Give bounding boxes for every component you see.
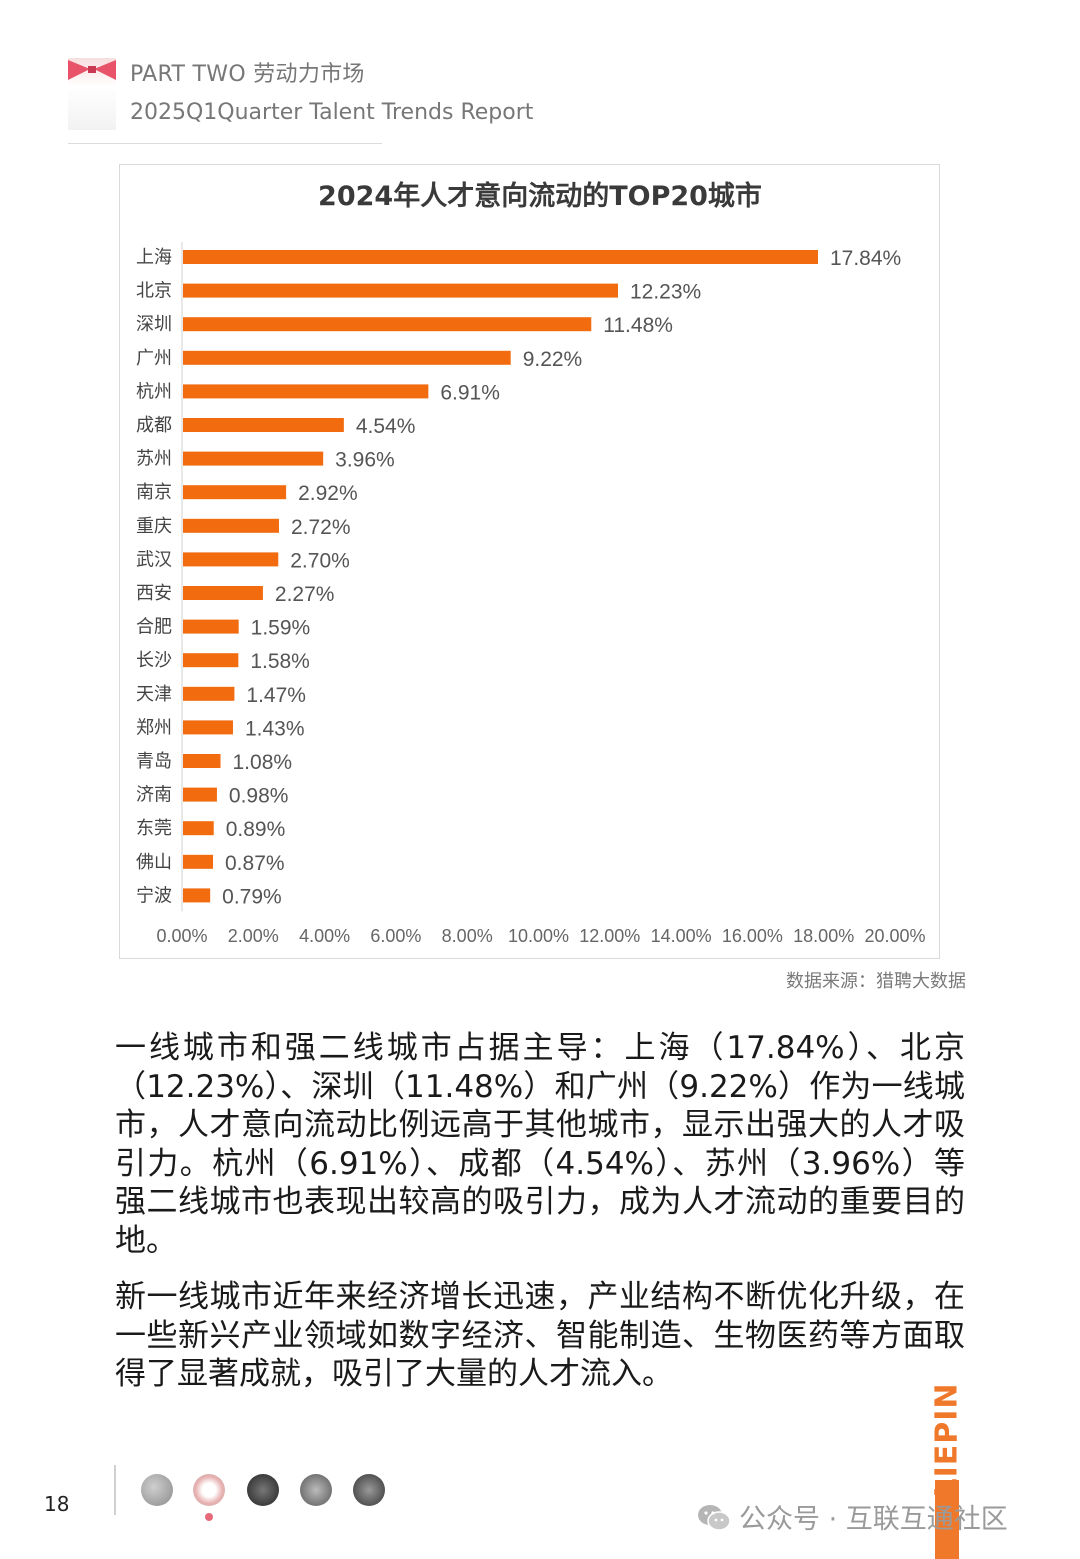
x-tick-label: 12.00%	[579, 926, 640, 946]
bowtie-icon	[68, 60, 116, 80]
bar-chart: 上海 17.84% 北京 12.23% 深圳 11.48% 广州 9.22% 杭州 6.91% 成都…	[136, 242, 926, 946]
data-label: 9.22%	[523, 348, 583, 371]
wechat-icon	[698, 1505, 731, 1531]
nav-thumb-2[interactable]	[193, 1474, 225, 1506]
report-title: 2025Q1Quarter Talent Trends Report	[130, 100, 534, 125]
data-label: 3.96%	[335, 449, 395, 472]
data-label: 1.43%	[245, 717, 305, 740]
data-label: 17.84%	[830, 247, 901, 270]
x-tick-label: 16.00%	[722, 926, 783, 946]
data-label: 0.79%	[222, 885, 282, 908]
data-label: 2.72%	[291, 516, 351, 539]
data-label: 2.92%	[298, 482, 358, 505]
bar	[183, 787, 217, 802]
header-thumbnail	[68, 58, 116, 130]
brand-logo: LIEPIN	[929, 1382, 965, 1498]
x-tick-label: 18.00%	[793, 926, 854, 946]
x-tick-label: 10.00%	[508, 926, 569, 946]
bar	[183, 754, 221, 768]
data-label: 11.48%	[603, 314, 673, 337]
brand-bar	[935, 1480, 959, 1559]
bar	[183, 854, 214, 869]
data-label: 0.98%	[229, 785, 289, 808]
bar	[183, 317, 592, 332]
x-tick-label: 2.00%	[228, 926, 279, 946]
bar	[183, 250, 818, 264]
category-label: 济南	[136, 785, 172, 806]
footer-divider	[114, 1465, 116, 1515]
bar	[183, 653, 239, 668]
data-label: 2.27%	[275, 583, 335, 606]
category-label: 天津	[136, 684, 172, 705]
category-label: 杭州	[136, 381, 172, 402]
analysis-paragraph-1: 一线城市和强二线城市占据主导：上海（17.84%）、北京（12.23%）、深圳（…	[115, 1030, 965, 1259]
data-label: 1.08%	[233, 751, 293, 774]
category-label: 长沙	[136, 650, 172, 671]
header-divider	[68, 143, 382, 144]
category-label: 郑州	[136, 717, 172, 738]
active-indicator	[205, 1513, 213, 1521]
bar	[183, 821, 214, 836]
data-label: 2.70%	[290, 549, 350, 572]
watermark: 公众号 · 互联互通社区	[697, 1497, 1008, 1536]
chart-frame	[119, 164, 940, 959]
x-tick-label: 0.00%	[156, 926, 207, 946]
bar	[183, 720, 233, 735]
bar	[183, 888, 211, 903]
bar	[183, 485, 287, 500]
bar	[183, 686, 235, 701]
bar	[183, 418, 344, 432]
bar	[183, 384, 429, 399]
data-label: 12.23%	[630, 281, 701, 304]
data-label: 0.87%	[225, 852, 285, 875]
category-label: 广州	[136, 348, 172, 369]
data-label: 0.89%	[226, 818, 286, 841]
data-label: 1.59%	[251, 617, 311, 640]
data-label: 1.47%	[246, 684, 306, 707]
category-label: 苏州	[136, 449, 172, 470]
category-label: 青岛	[136, 751, 172, 772]
nav-thumb-4[interactable]	[300, 1474, 332, 1506]
x-tick-label: 8.00%	[442, 926, 493, 946]
category-label: 重庆	[136, 516, 172, 537]
section-title: PART TWO 劳动力市场	[130, 62, 365, 87]
category-label: 武汉	[136, 549, 172, 570]
data-source: 数据来源：猎聘大数据	[786, 971, 966, 992]
category-label: 深圳	[136, 314, 172, 335]
data-label: 4.54%	[356, 415, 416, 438]
category-label: 西安	[136, 583, 172, 604]
chart-title: 2024年人才意向流动的TOP20城市	[318, 181, 762, 212]
nav-thumb-3[interactable]	[247, 1474, 279, 1506]
category-label: 北京	[136, 281, 172, 302]
page-number: 18	[44, 1492, 70, 1516]
bar	[183, 283, 618, 298]
bar	[183, 586, 263, 600]
category-label: 合肥	[136, 617, 172, 638]
x-tick-label: 20.00%	[864, 926, 925, 946]
category-label: 宁波	[136, 885, 172, 906]
data-label: 6.91%	[440, 381, 500, 404]
category-label: 成都	[136, 415, 172, 436]
bar	[183, 552, 279, 567]
data-label: 1.58%	[250, 650, 310, 673]
x-tick-label: 14.00%	[651, 926, 712, 946]
bar	[183, 451, 324, 466]
watermark-text: 公众号 · 互联互通社区	[739, 1504, 1008, 1535]
nav-thumb-1[interactable]	[141, 1474, 173, 1506]
bar	[183, 619, 239, 634]
category-label: 东莞	[136, 818, 172, 839]
bar	[183, 518, 279, 533]
category-label: 南京	[136, 482, 172, 503]
x-tick-label: 4.00%	[299, 926, 350, 946]
category-label: 上海	[136, 247, 172, 268]
nav-thumb-5[interactable]	[353, 1474, 385, 1506]
analysis-paragraph-2: 新一线城市近年来经济增长迅速，产业结构不断优化升级，在一些新兴产业领域如数字经济…	[115, 1279, 965, 1392]
x-tick-label: 6.00%	[370, 926, 421, 946]
bar	[183, 350, 511, 365]
category-label: 佛山	[136, 852, 172, 873]
